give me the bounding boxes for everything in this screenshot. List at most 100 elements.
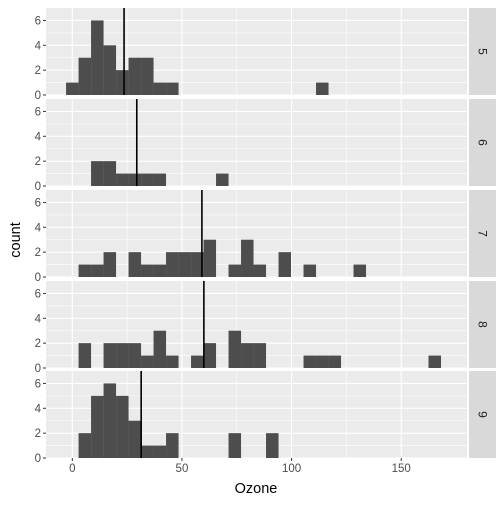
histogram-bar: [228, 330, 242, 368]
histogram-bar: [91, 20, 104, 95]
histogram-bar: [141, 355, 154, 368]
histogram-bar: [141, 264, 154, 277]
facet-panel-8: 0 2 4 6 8: [35, 281, 496, 375]
histogram-bar: [116, 343, 129, 368]
y-tick-label: 4: [35, 40, 42, 52]
facet-panel-9: 0 2 4 6 9: [35, 371, 496, 465]
y-tick-label: 6: [35, 197, 41, 209]
histogram-bar: [191, 252, 204, 277]
histogram-bar: [66, 82, 79, 95]
histogram-bar: [141, 173, 154, 186]
histogram-bar: [128, 173, 142, 186]
y-tick-label: 6: [35, 288, 41, 300]
histogram-bar: [116, 395, 129, 458]
histogram-bar: [103, 252, 117, 277]
facet-panel-7: 0 2 4 6 7: [35, 190, 496, 284]
histogram-bar: [91, 395, 104, 458]
histogram-bar: [91, 161, 104, 186]
histogram-bar: [153, 173, 167, 186]
histogram-bar: [166, 433, 179, 458]
y-tick-label: 0: [35, 90, 41, 102]
y-axis-title: count: [8, 222, 24, 257]
histogram-bar: [316, 82, 329, 95]
histogram-bar: [116, 173, 129, 186]
histogram-bar: [328, 355, 342, 368]
facet-strip: [469, 190, 496, 277]
facet-strip-label: 5: [476, 48, 490, 55]
y-tick-label: 2: [35, 247, 41, 259]
histogram-bar: [91, 264, 104, 277]
histogram-bar: [153, 330, 167, 368]
x-axis-title: Ozone: [235, 481, 278, 497]
histogram-bar: [228, 433, 242, 458]
histogram-bar: [166, 252, 179, 277]
y-tick-label: 0: [35, 363, 41, 375]
histogram-bar: [353, 264, 367, 277]
histogram-bar: [78, 264, 92, 277]
histogram-bar: [128, 57, 142, 95]
histogram-bar: [241, 343, 254, 368]
histogram-bar: [166, 355, 179, 368]
y-tick-label: 2: [35, 428, 41, 440]
histogram-bar: [103, 161, 117, 186]
histogram-bar: [166, 82, 179, 95]
histogram-bar: [203, 343, 217, 368]
histogram-bar: [78, 343, 92, 368]
y-tick-label: 0: [35, 272, 41, 284]
histogram-bar: [141, 445, 154, 458]
facet-strip-label: 7: [476, 230, 490, 237]
histogram-bar: [191, 355, 204, 368]
histogram-bar: [303, 264, 317, 277]
y-tick-label: 4: [35, 403, 42, 415]
panel-background: [46, 99, 467, 186]
histogram-bar: [103, 343, 117, 368]
x-tick-label: 100: [282, 463, 301, 475]
histogram-bar: [153, 445, 167, 458]
histogram-bar: [428, 355, 442, 368]
y-tick-label: 2: [35, 65, 41, 77]
histogram-bar: [203, 239, 217, 277]
histogram-bar: [103, 383, 117, 458]
histogram-bar: [253, 343, 267, 368]
histogram-bar: [266, 433, 279, 458]
facet-strip: [469, 371, 496, 458]
histogram-bar: [103, 45, 117, 95]
histogram-bar: [78, 433, 92, 458]
histogram-bar: [241, 239, 254, 277]
histogram-bar: [116, 70, 129, 95]
facet-strip-label: 6: [476, 139, 490, 146]
y-tick-label: 6: [35, 15, 41, 27]
y-tick-label: 4: [35, 131, 42, 143]
histogram-bar: [128, 343, 142, 368]
histogram-bar: [78, 57, 92, 95]
facet-strip-label: 9: [476, 411, 490, 418]
y-tick-label: 4: [35, 313, 42, 325]
y-tick-label: 0: [35, 181, 41, 193]
facet-panel-6: 0 2 4 6 6: [35, 99, 496, 193]
y-tick-label: 6: [35, 378, 41, 390]
histogram-bar: [228, 264, 242, 277]
histogram-bar: [253, 264, 267, 277]
facet-strip: [469, 281, 496, 368]
facet-panel-5: 0 2 4 6 5: [35, 8, 496, 102]
facet-strip-label: 8: [476, 321, 490, 328]
histogram-bar: [153, 264, 167, 277]
x-tick-label: 150: [392, 463, 411, 475]
histogram-bar: [278, 252, 292, 277]
y-tick-label: 2: [35, 156, 41, 168]
panel-background: [46, 190, 467, 277]
y-tick-label: 0: [35, 453, 41, 465]
facet-strip: [469, 8, 496, 95]
histogram-bar: [153, 82, 167, 95]
x-tick-label: 50: [176, 463, 189, 475]
histogram-bar: [216, 173, 229, 186]
y-tick-label: 4: [35, 222, 42, 234]
histogram-bar: [303, 355, 317, 368]
histogram-bar: [128, 252, 142, 277]
histogram-bar: [141, 57, 154, 95]
histogram-bar: [316, 355, 329, 368]
histogram-bar: [128, 420, 142, 458]
facet-strip: [469, 99, 496, 186]
